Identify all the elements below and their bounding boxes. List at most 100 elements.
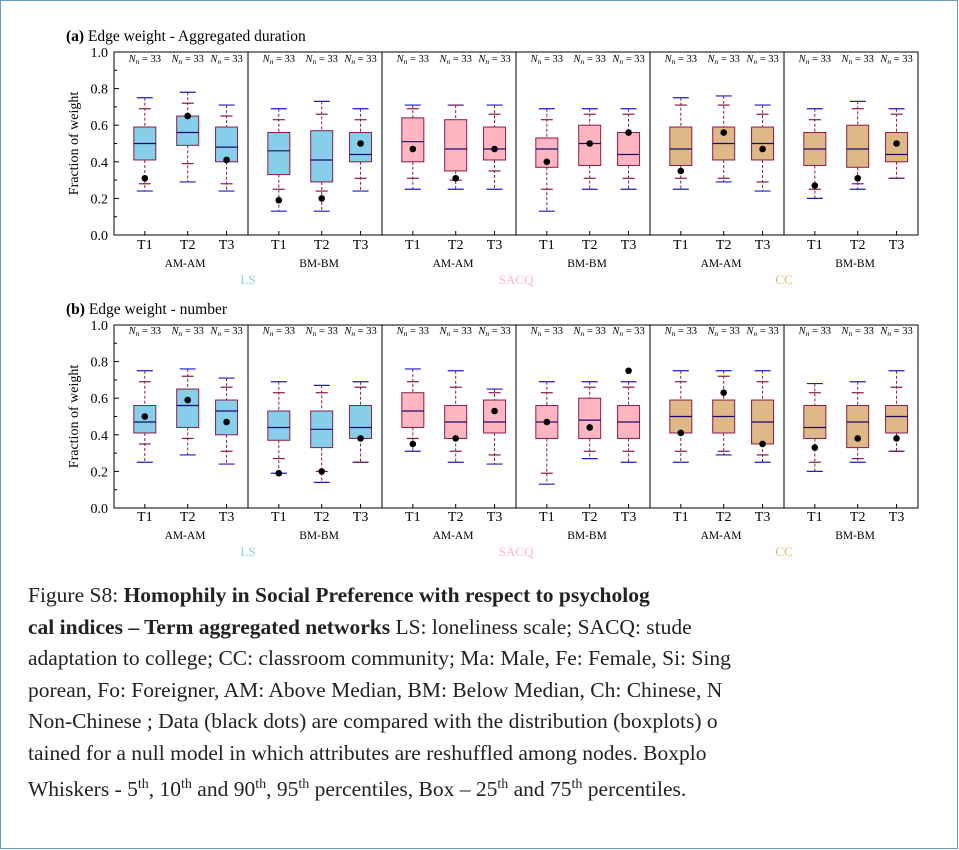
caption-segment: adaptation to college; CC: classroom com… [28, 646, 731, 670]
n-count-label: Nn = 33 [530, 326, 563, 338]
subgroup-label: AM-AM [165, 530, 206, 542]
caption-segment: and 90 [191, 777, 256, 801]
box [176, 115, 200, 146]
y-tick-label: 0.2 [91, 192, 109, 207]
n-count-label: Nn = 33 [611, 326, 644, 338]
x-tick-label: T1 [807, 510, 823, 525]
x-tick-label: T1 [673, 238, 689, 253]
n-count-label: Nn = 33 [477, 326, 510, 338]
caption-line: Whiskers - 5th, 10th and 90th, 95th perc… [28, 769, 959, 801]
data-point [318, 468, 326, 475]
data-point [452, 435, 460, 442]
x-tick-label: T1 [405, 238, 421, 253]
n-count-label: Nn = 33 [706, 326, 739, 338]
x-tick-label: T1 [807, 238, 823, 253]
y-tick-label: 1.0 [91, 319, 109, 334]
data-point [543, 418, 551, 426]
x-tick-label: T3 [219, 510, 235, 525]
panel-title: (b) Edge weight - number [66, 301, 228, 318]
x-tick-label: T3 [755, 510, 771, 525]
y-tick-label: 0.0 [91, 229, 109, 244]
x-tick-label: T3 [487, 510, 503, 525]
group-label: LS [240, 272, 255, 287]
data-point [811, 182, 819, 189]
x-tick-label: T2 [314, 510, 330, 525]
y-tick-label: 0.0 [91, 502, 109, 517]
box [215, 126, 239, 163]
figure-caption: Figure S8: Homophily in Social Preferenc… [28, 580, 959, 801]
data-point [141, 174, 149, 182]
x-tick-label: T2 [716, 238, 732, 253]
group-label: CC [775, 272, 792, 287]
box [267, 410, 291, 441]
group-label: SACQ [499, 272, 534, 287]
subgroup-label: BM-BM [567, 258, 607, 270]
subgroup-label: AM-AM [433, 530, 474, 542]
caption-line: Figure S8: Homophily in Social Preferenc… [28, 580, 959, 612]
x-tick-label: T3 [487, 238, 503, 253]
n-count-label: Nn = 33 [396, 326, 429, 338]
group-label: LS [240, 544, 255, 559]
group-label: CC [775, 544, 792, 559]
box [803, 405, 827, 439]
data-point [318, 195, 326, 202]
x-tick-label: T2 [448, 510, 464, 525]
box [176, 388, 200, 428]
caption-segment: percentiles, Box – 25 [309, 777, 498, 801]
data-point [543, 158, 551, 166]
data-point [677, 167, 685, 175]
data-point [811, 444, 819, 451]
x-tick-label: T3 [219, 238, 235, 253]
y-tick-label: 0.8 [91, 356, 109, 371]
data-point [854, 174, 861, 182]
n-count-label: Nn = 33 [170, 54, 203, 66]
data-point [491, 145, 498, 153]
x-tick-label: T2 [582, 238, 598, 253]
data-point [759, 145, 766, 153]
caption-segment: Homophily in Social Preference with resp… [123, 583, 650, 607]
data-point [720, 389, 727, 397]
n-count-label: Nn = 33 [396, 54, 429, 66]
data-point [275, 469, 283, 477]
box [310, 130, 334, 183]
subgroup-label: BM-BM [299, 258, 339, 270]
y-tick-label: 0.6 [91, 392, 109, 407]
y-tick-label: 0.4 [91, 429, 109, 444]
box [669, 126, 693, 166]
caption-segment: th [181, 777, 192, 792]
box [535, 137, 559, 168]
x-tick-label: T2 [180, 510, 196, 525]
subgroup-label: AM-AM [165, 258, 206, 270]
data-point [357, 435, 364, 442]
n-count-label: Nn = 33 [343, 326, 376, 338]
data-point [625, 367, 632, 375]
caption-segment: th [497, 777, 509, 792]
x-tick-label: T2 [180, 238, 196, 253]
caption-segment: th [571, 777, 583, 792]
data-point [625, 129, 632, 136]
x-tick-label: T1 [539, 238, 555, 253]
n-count-label: Nn = 33 [304, 326, 337, 338]
x-tick-label: T3 [353, 510, 369, 525]
caption-line: Non-Chinese ; Data (black dots) are comp… [28, 706, 959, 738]
box [617, 132, 641, 166]
box [267, 132, 291, 176]
data-point [223, 418, 230, 426]
caption-segment: Non-Chinese ; Data (black dots) are comp… [28, 709, 718, 733]
caption-line: porean, Fo: Foreigner, AM: Above Median,… [28, 675, 959, 707]
caption-line: adaptation to college; CC: classroom com… [28, 643, 959, 675]
box [349, 132, 373, 163]
x-tick-label: T3 [889, 238, 905, 253]
x-tick-label: T3 [755, 238, 771, 253]
x-tick-label: T2 [448, 238, 464, 253]
n-count-label: Nn = 33 [209, 54, 242, 66]
n-count-label: Nn = 33 [611, 54, 644, 66]
group-label: SACQ [499, 544, 534, 559]
y-tick-label: 0.6 [91, 119, 109, 134]
caption-segment: percentiles. [582, 777, 687, 801]
subgroup-label: BM-BM [835, 530, 875, 542]
box [846, 405, 870, 449]
subgroup-label: AM-AM [701, 530, 742, 542]
x-tick-label: T1 [137, 510, 153, 525]
n-count-label: Nn = 33 [840, 326, 873, 338]
